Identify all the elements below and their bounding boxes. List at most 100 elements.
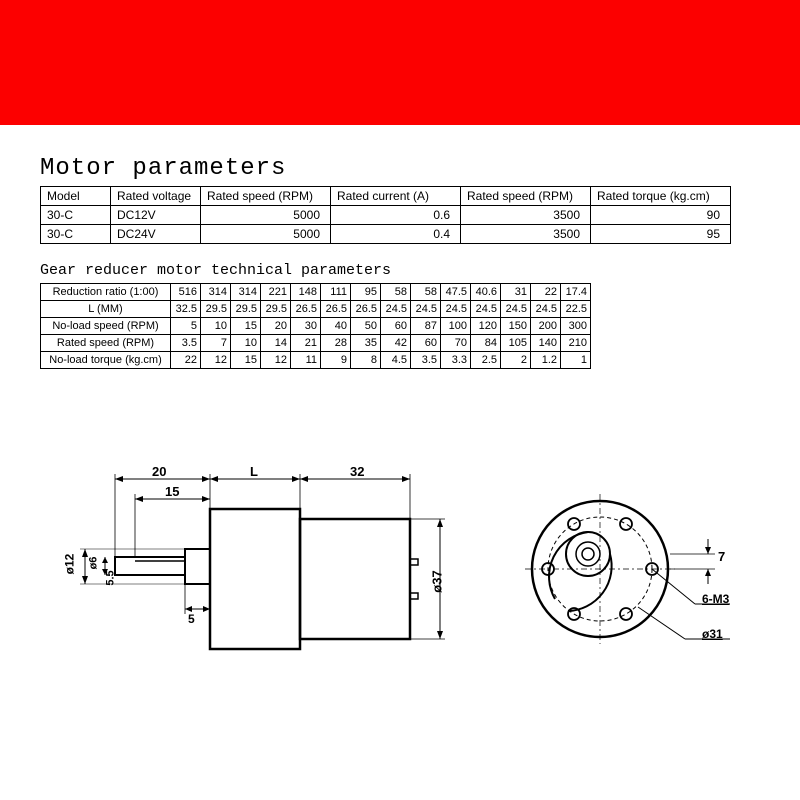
gear-cell: 26.5	[291, 301, 321, 318]
motor-parameters-table: ModelRated voltageRated speed (RPM)Rated…	[40, 186, 731, 244]
gear-cell: 22	[531, 284, 561, 301]
motor-header-cell: Rated voltage	[111, 187, 201, 206]
gear-cell: 111	[321, 284, 351, 301]
motor-header-cell: Model	[41, 187, 111, 206]
table-row: 30-CDC12V50000.6350090	[41, 206, 731, 225]
gear-cell: 12	[201, 352, 231, 369]
motor-cell: 5000	[201, 225, 331, 244]
gear-row-label: No-load speed (RPM)	[41, 318, 171, 335]
dim-phi37: ø37	[430, 570, 445, 592]
motor-cell: 3500	[461, 225, 591, 244]
gear-cell: 22.5	[561, 301, 591, 318]
gear-cell: 9	[321, 352, 351, 369]
front-view-drawing	[510, 459, 750, 679]
gear-cell: 210	[561, 335, 591, 352]
gear-cell: 26.5	[321, 301, 351, 318]
gear-cell: 15	[231, 352, 261, 369]
dim-6m3: 6-M3	[702, 592, 729, 606]
gear-cell: 14	[261, 335, 291, 352]
gear-cell: 3.5	[411, 352, 441, 369]
gear-row-label: L (MM)	[41, 301, 171, 318]
dim-phi12: ø12	[62, 554, 76, 575]
gear-cell: 70	[441, 335, 471, 352]
table-row: No-load torque (kg.cm)2212151211984.53.5…	[41, 352, 591, 369]
table-row: No-load speed (RPM)510152030405060871001…	[41, 318, 591, 335]
dim-7: 7	[718, 549, 725, 564]
gear-cell: 7	[201, 335, 231, 352]
gear-cell: 58	[381, 284, 411, 301]
gear-cell: 26.5	[351, 301, 381, 318]
gear-params-title: Gear reducer motor technical parameters	[40, 262, 760, 279]
table-row: L (MM)32.529.529.529.526.526.526.524.524…	[41, 301, 591, 318]
gear-cell: 314	[231, 284, 261, 301]
gear-cell: 1	[561, 352, 591, 369]
gear-cell: 5	[171, 318, 201, 335]
motor-header-cell: Rated current (A)	[331, 187, 461, 206]
gear-cell: 31	[501, 284, 531, 301]
gear-cell: 200	[531, 318, 561, 335]
table-row: 30-CDC24V50000.4350095	[41, 225, 731, 244]
gear-cell: 24.5	[381, 301, 411, 318]
gear-cell: 24.5	[531, 301, 561, 318]
gear-cell: 3.3	[441, 352, 471, 369]
motor-header-cell: Rated speed (RPM)	[201, 187, 331, 206]
gear-cell: 300	[561, 318, 591, 335]
motor-cell: 3500	[461, 206, 591, 225]
gear-cell: 10	[201, 318, 231, 335]
gear-cell: 24.5	[441, 301, 471, 318]
gear-cell: 29.5	[261, 301, 291, 318]
gear-cell: 42	[381, 335, 411, 352]
motor-cell: 30-C	[41, 206, 111, 225]
gear-cell: 105	[501, 335, 531, 352]
gear-cell: 120	[471, 318, 501, 335]
gear-cell: 24.5	[501, 301, 531, 318]
gear-row-label: No-load torque (kg.cm)	[41, 352, 171, 369]
gear-cell: 22	[171, 352, 201, 369]
dim-phi6: ø6	[87, 557, 99, 570]
motor-cell: 95	[591, 225, 731, 244]
motor-cell: 90	[591, 206, 731, 225]
gear-row-label: Reduction ratio (1:00)	[41, 284, 171, 301]
motor-cell: 0.4	[331, 225, 461, 244]
gear-cell: 40	[321, 318, 351, 335]
gear-cell: 28	[321, 335, 351, 352]
motor-header-cell: Rated speed (RPM)	[461, 187, 591, 206]
gear-cell: 29.5	[201, 301, 231, 318]
gear-cell: 140	[531, 335, 561, 352]
dim-32: 32	[350, 464, 364, 479]
gear-cell: 21	[291, 335, 321, 352]
dim-15: 15	[165, 484, 179, 499]
gear-cell: 24.5	[411, 301, 441, 318]
motor-cell: 5000	[201, 206, 331, 225]
side-view-drawing	[50, 429, 470, 689]
table-row: Reduction ratio (1:00)516314314221148111…	[41, 284, 591, 301]
technical-drawing: 20 15 L 32 ø12 ø6 5.5 5 ø37	[40, 409, 760, 709]
dim-L: L	[250, 464, 258, 479]
gear-cell: 32.5	[171, 301, 201, 318]
gear-cell: 1.2	[531, 352, 561, 369]
dim-5: 5	[188, 612, 195, 626]
gear-cell: 4.5	[381, 352, 411, 369]
gear-cell: 12	[261, 352, 291, 369]
gear-cell: 100	[441, 318, 471, 335]
gear-cell: 3.5	[171, 335, 201, 352]
dim-55: 5.5	[105, 570, 117, 585]
gear-cell: 35	[351, 335, 381, 352]
gear-cell: 17.4	[561, 284, 591, 301]
gear-cell: 60	[411, 335, 441, 352]
header-red-band	[0, 0, 800, 125]
gear-cell: 15	[231, 318, 261, 335]
gear-cell: 2	[501, 352, 531, 369]
gear-cell: 11	[291, 352, 321, 369]
gear-cell: 47.5	[441, 284, 471, 301]
gear-cell: 8	[351, 352, 381, 369]
motor-cell: DC24V	[111, 225, 201, 244]
motor-params-title: Motor parameters	[40, 155, 760, 182]
gear-cell: 314	[201, 284, 231, 301]
gear-parameters-table: Reduction ratio (1:00)516314314221148111…	[40, 283, 591, 369]
motor-header-cell: Rated torque (kg.cm)	[591, 187, 731, 206]
motor-cell: 0.6	[331, 206, 461, 225]
gear-cell: 221	[261, 284, 291, 301]
gear-cell: 2.5	[471, 352, 501, 369]
gear-cell: 50	[351, 318, 381, 335]
